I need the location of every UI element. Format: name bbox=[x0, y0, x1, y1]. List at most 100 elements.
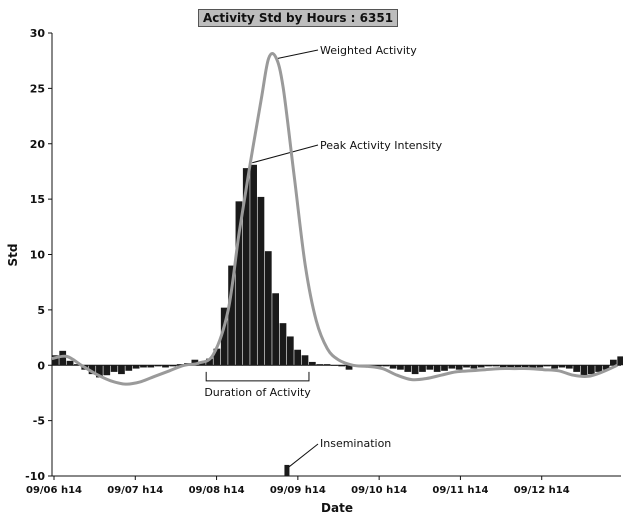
bar bbox=[88, 365, 96, 375]
bar bbox=[433, 365, 441, 372]
bar bbox=[477, 365, 485, 368]
bar bbox=[140, 365, 147, 368]
bar bbox=[404, 365, 412, 372]
bar bbox=[272, 293, 279, 366]
y-tick-label: 25 bbox=[30, 82, 45, 95]
bar bbox=[345, 365, 353, 370]
bar bbox=[176, 364, 184, 366]
bar bbox=[96, 365, 103, 378]
bar bbox=[595, 365, 603, 372]
bar bbox=[308, 361, 316, 366]
y-tick-label: -10 bbox=[25, 470, 45, 483]
bar bbox=[250, 164, 257, 366]
x-tick-label: 09/10 h14 bbox=[351, 485, 407, 496]
y-axis-label: Std bbox=[6, 244, 20, 267]
bar bbox=[602, 365, 610, 370]
bar bbox=[455, 365, 463, 370]
bar bbox=[551, 365, 558, 369]
annotation-labels: Weighted Activity Peak Activity Intensity… bbox=[204, 44, 442, 450]
bar bbox=[52, 355, 59, 366]
x-tick-label: 09/09 h14 bbox=[270, 485, 326, 496]
x-tick-label: 09/12 h14 bbox=[514, 485, 570, 496]
bar bbox=[529, 365, 536, 369]
annotation-duration: Duration of Activity bbox=[204, 386, 311, 399]
bar bbox=[565, 365, 573, 369]
y-tick-label: 30 bbox=[30, 27, 46, 40]
bar bbox=[294, 349, 302, 366]
annotation-marks bbox=[205, 49, 319, 476]
bar bbox=[441, 365, 448, 371]
bar bbox=[338, 365, 346, 367]
y-tick-label: 5 bbox=[37, 304, 45, 317]
bar bbox=[257, 196, 265, 366]
y-tick-label: 0 bbox=[37, 359, 45, 372]
bar bbox=[411, 365, 419, 375]
bar bbox=[536, 365, 544, 368]
bar bbox=[499, 365, 507, 368]
bar bbox=[59, 350, 67, 366]
bar bbox=[330, 365, 338, 366]
bar bbox=[206, 358, 213, 366]
bar bbox=[419, 365, 426, 372]
bar bbox=[66, 360, 74, 366]
bar bbox=[587, 365, 595, 375]
annotation-insemination: Insemination bbox=[320, 437, 391, 450]
x-axis-label: Date bbox=[321, 501, 353, 515]
bar bbox=[580, 365, 588, 376]
bar bbox=[426, 365, 434, 370]
bar bbox=[521, 365, 529, 368]
chart-title: Activity Std by Hours : 6351 bbox=[198, 9, 398, 27]
y-tick-label: 20 bbox=[30, 138, 46, 151]
bar bbox=[103, 365, 111, 376]
x-tick-label: 09/08 h14 bbox=[189, 485, 245, 496]
bar bbox=[242, 168, 250, 366]
bar bbox=[264, 251, 272, 366]
bar bbox=[147, 365, 155, 368]
duration-bracket bbox=[205, 371, 310, 382]
x-tick-label: 09/07 h14 bbox=[107, 485, 163, 496]
bar bbox=[162, 365, 169, 368]
bar bbox=[375, 365, 382, 367]
bar-series bbox=[52, 164, 623, 378]
bar bbox=[286, 336, 294, 366]
bar bbox=[492, 365, 500, 367]
bar bbox=[301, 355, 309, 366]
bar bbox=[132, 365, 140, 369]
leader-line bbox=[252, 144, 319, 164]
bar bbox=[448, 365, 456, 369]
bar bbox=[382, 365, 390, 367]
bar bbox=[397, 365, 404, 370]
bar bbox=[558, 365, 566, 368]
insemination-marker bbox=[284, 464, 290, 476]
bar bbox=[470, 365, 478, 369]
bar bbox=[110, 365, 118, 372]
bar bbox=[316, 364, 324, 366]
bar bbox=[543, 365, 551, 367]
bar bbox=[323, 364, 331, 366]
x-tick-label: 09/11 h14 bbox=[432, 485, 488, 496]
bar bbox=[235, 201, 243, 366]
annotation-weighted-activity: Weighted Activity bbox=[320, 44, 417, 57]
bar bbox=[485, 365, 492, 367]
leader-line bbox=[288, 443, 319, 468]
y-tick-label: -5 bbox=[33, 415, 45, 428]
weighted-activity-line bbox=[51, 52, 618, 386]
bar bbox=[213, 348, 221, 366]
bar bbox=[507, 365, 514, 369]
bar bbox=[118, 365, 125, 375]
leader-line bbox=[277, 49, 319, 59]
y-tick-label: 15 bbox=[30, 193, 45, 206]
bar bbox=[74, 364, 81, 366]
bar bbox=[279, 323, 287, 366]
bar bbox=[463, 365, 470, 368]
bar bbox=[125, 365, 133, 371]
bar bbox=[169, 365, 177, 367]
x-tick-label: 09/06 h14 bbox=[26, 485, 82, 496]
bar bbox=[220, 307, 228, 366]
bar bbox=[228, 265, 235, 366]
bar bbox=[617, 356, 623, 366]
y-tick-label: 10 bbox=[30, 249, 46, 262]
axes bbox=[51, 33, 621, 477]
annotation-peak-activity: Peak Activity Intensity bbox=[320, 139, 443, 152]
